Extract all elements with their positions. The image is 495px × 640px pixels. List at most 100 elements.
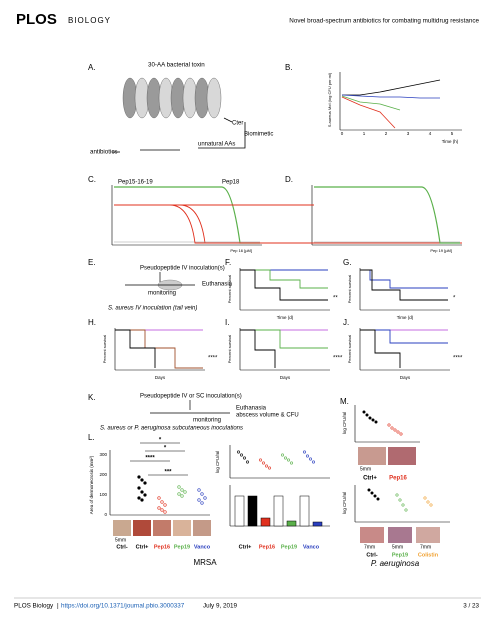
panel-letter: H. bbox=[88, 318, 96, 327]
data-point bbox=[183, 490, 187, 494]
data-point bbox=[243, 456, 247, 460]
panel-text: Biomimetic bbox=[244, 132, 273, 138]
bar bbox=[260, 517, 271, 527]
photo bbox=[153, 520, 171, 536]
data-point bbox=[177, 485, 181, 489]
data-point bbox=[289, 461, 293, 465]
axis-label: Days bbox=[280, 375, 291, 380]
photo bbox=[113, 520, 131, 536]
data-point bbox=[163, 503, 167, 507]
data-point bbox=[200, 501, 204, 505]
curve bbox=[342, 79, 441, 96]
data-point bbox=[367, 488, 371, 492]
group-label: Ctrl- bbox=[116, 544, 127, 550]
footer-page: 3 / 23 bbox=[463, 603, 479, 610]
data-point bbox=[404, 508, 408, 512]
panel-text: Euthanasia bbox=[236, 406, 267, 412]
data-point bbox=[280, 453, 284, 457]
curve bbox=[341, 94, 440, 99]
axis-label: Time (h) bbox=[442, 139, 459, 144]
data-point bbox=[137, 486, 141, 490]
group-label: Ctrl- bbox=[366, 552, 377, 558]
photo bbox=[133, 520, 151, 536]
tick-label: 3 bbox=[407, 131, 410, 136]
data-point bbox=[160, 508, 164, 512]
data-point bbox=[261, 461, 265, 465]
curve bbox=[169, 204, 462, 244]
data-point bbox=[305, 454, 309, 458]
axis-label: log CFU/ml bbox=[215, 451, 220, 474]
footer-date: July 9, 2019 bbox=[203, 603, 237, 610]
data-point bbox=[311, 460, 315, 464]
axis-label: Days bbox=[400, 375, 411, 380]
data-point bbox=[371, 418, 375, 422]
data-point bbox=[140, 478, 144, 482]
strain-label: P. aeruginosa bbox=[371, 559, 420, 568]
significance: **** bbox=[453, 356, 463, 362]
scale-label: 5mm bbox=[360, 466, 371, 472]
data-point bbox=[160, 500, 164, 504]
panel-text: antibiotics bbox=[90, 149, 118, 156]
scale-label: 7mm bbox=[364, 544, 375, 550]
data-point bbox=[180, 494, 184, 498]
data-point bbox=[157, 506, 161, 510]
photo bbox=[360, 527, 384, 543]
panel-letter: M. bbox=[340, 397, 349, 406]
data-point bbox=[362, 410, 366, 414]
panel-text: Pseudopeptide IV or SC inoculation(s) bbox=[140, 394, 242, 400]
bar bbox=[312, 521, 323, 527]
survival-curve bbox=[240, 269, 328, 289]
axis-label: Percent survival bbox=[102, 335, 107, 364]
panel-text: Pep15-16-19 bbox=[118, 180, 153, 186]
survival-curve bbox=[360, 269, 448, 301]
tick-label: 5 bbox=[451, 131, 454, 136]
group-label: Colistin bbox=[418, 552, 439, 558]
footer-journal: PLOS Biology bbox=[14, 603, 54, 610]
axis-label: Pep 19 [µM] bbox=[430, 248, 452, 253]
significance: **** bbox=[208, 356, 218, 362]
panel-letter: B. bbox=[285, 63, 293, 72]
data-point bbox=[180, 488, 184, 492]
data-point bbox=[376, 497, 380, 501]
data-point bbox=[240, 453, 244, 457]
panel-letter: L. bbox=[88, 433, 95, 442]
survival-curve bbox=[240, 269, 328, 301]
panel-letter: K. bbox=[88, 393, 96, 402]
significance: ** bbox=[333, 296, 338, 302]
axis-label: S.aureus MoI (log CFU per ml) bbox=[327, 72, 332, 127]
axis-label: Percent survival bbox=[227, 335, 232, 364]
scale-label: 5mm bbox=[392, 544, 403, 550]
data-point bbox=[390, 426, 394, 430]
group-label: Vanco bbox=[303, 544, 320, 550]
survival-curve bbox=[240, 329, 276, 368]
data-point bbox=[401, 503, 405, 507]
arrow bbox=[223, 117, 233, 123]
footer-doi: https://doi.org/10.1371/journal.pbio.300… bbox=[61, 603, 185, 610]
axis-label: Pep 16 [µM] bbox=[230, 248, 252, 253]
data-point bbox=[143, 493, 147, 497]
data-point bbox=[370, 491, 374, 495]
axis-label: Area of dermonecrosis (mm²) bbox=[89, 455, 94, 514]
axis-label: Time (d) bbox=[277, 315, 294, 320]
axis-label: Time (d) bbox=[397, 315, 414, 320]
photo bbox=[388, 447, 416, 465]
group-label: Ctrl+ bbox=[239, 544, 252, 550]
group-label: Pep19 bbox=[281, 544, 297, 550]
data-point bbox=[423, 496, 427, 500]
photo bbox=[173, 520, 191, 536]
data-point bbox=[163, 510, 167, 514]
running-title: Novel broad-spectrum antibiotics for com… bbox=[289, 18, 479, 25]
axis-label: Days bbox=[155, 375, 166, 380]
data-point bbox=[393, 428, 397, 432]
survival-curve bbox=[240, 329, 328, 349]
photo bbox=[388, 527, 412, 543]
bar bbox=[286, 520, 297, 527]
significance: * bbox=[159, 438, 162, 444]
data-point bbox=[399, 432, 403, 436]
data-point bbox=[286, 458, 290, 462]
tick-label: 0 bbox=[341, 131, 344, 136]
panel-letter: F. bbox=[225, 258, 231, 267]
data-point bbox=[398, 498, 402, 502]
panel-letter: A. bbox=[88, 63, 96, 72]
panel-letter: C. bbox=[88, 175, 96, 184]
